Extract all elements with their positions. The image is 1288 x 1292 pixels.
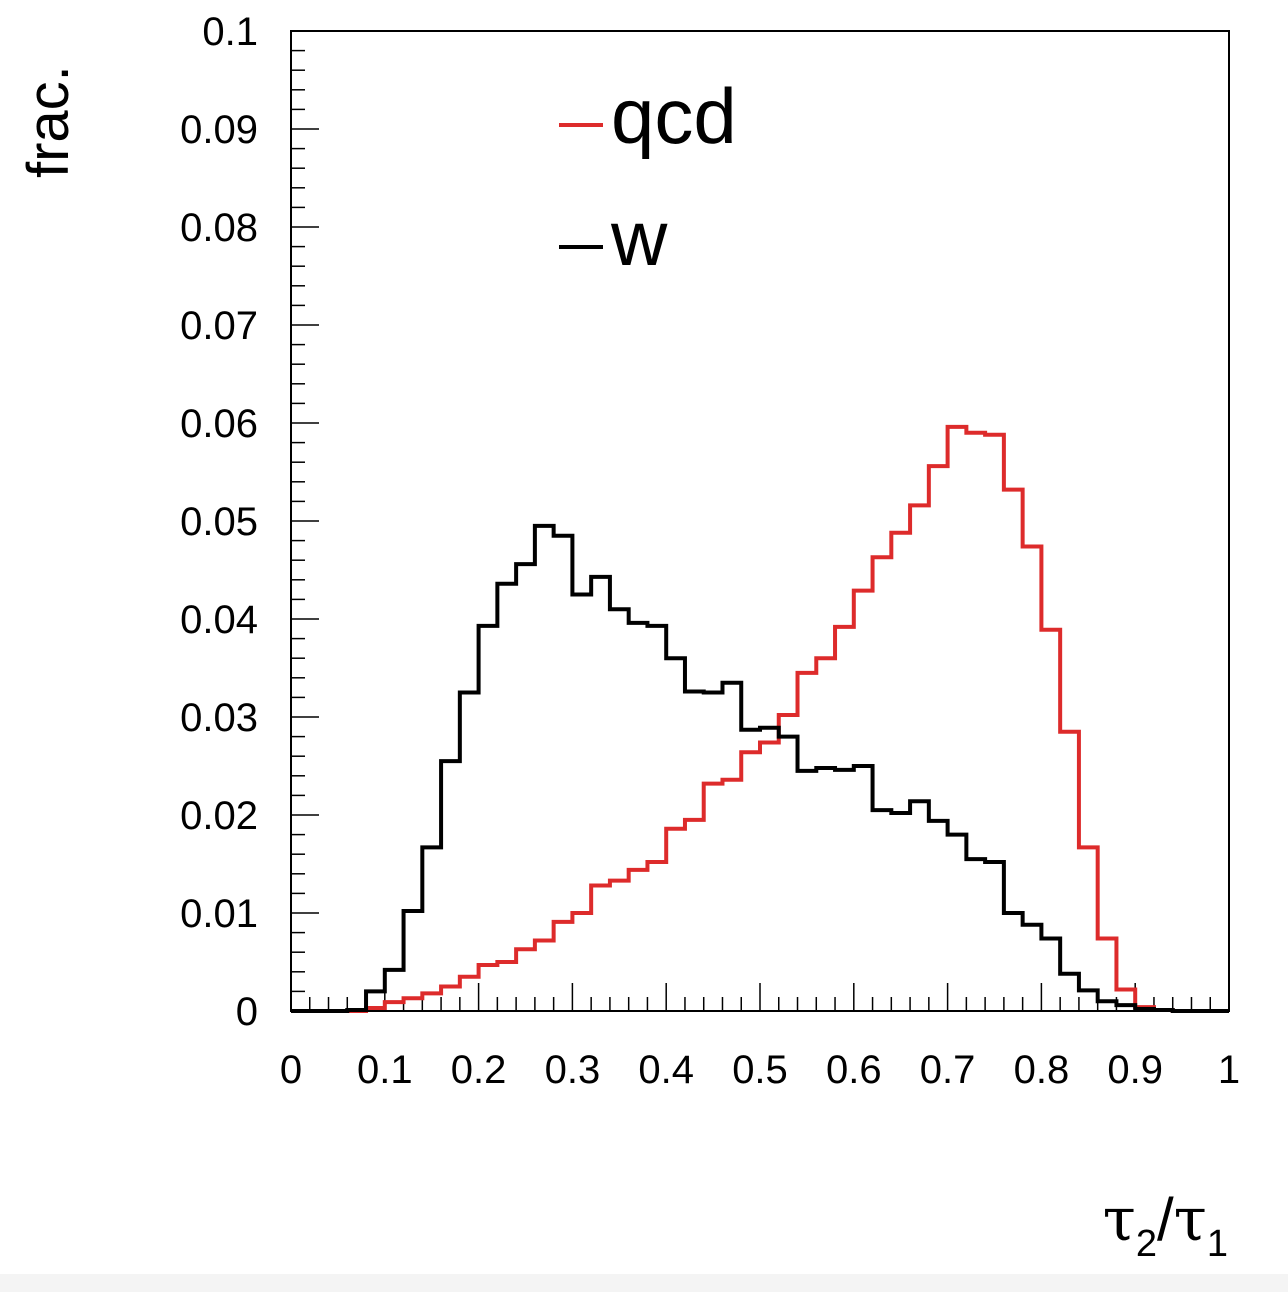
y-tick-label: 0.1 [202,10,258,54]
legend-label-w: w [610,194,668,282]
x-axis-label-base2: τ [1174,1185,1207,1255]
x-tick-label: 0 [280,1048,302,1092]
x-tick-label: 0.7 [920,1048,976,1092]
x-tick-label: 1 [1218,1048,1240,1092]
series-line-w [291,523,1229,1013]
x-axis-label: τ2/τ1 [1103,1185,1228,1265]
y-tick-label: 0.02 [180,794,258,838]
x-tick-label: 0.3 [545,1048,601,1092]
y-tick-labels: 0 0.01 0.02 0.03 0.04 0.05 0.06 0.07 0.08 0.09 0.1 [180,10,258,1034]
y-tick-label: 0.01 [180,892,258,936]
y-tick-label: 0 [236,990,258,1034]
x-axis-label-sep: / [1157,1186,1174,1253]
y-tick-label: 0.08 [180,206,258,250]
y-tick-label: 0.03 [180,696,258,740]
axis-ticks [290,30,1230,1012]
x-tick-label: 0.2 [451,1048,507,1092]
y-tick-label: 0.07 [180,304,258,348]
bottom-band [0,1274,1288,1292]
x-tick-label: 0.8 [1014,1048,1070,1092]
x-tick-label: 0.5 [732,1048,788,1092]
series-layer [291,424,1229,1013]
x-axis-label-sub2: 1 [1207,1223,1228,1265]
y-axis-label: frac. [16,65,81,178]
plot-frame [290,30,1230,1012]
x-axis-label-sub1: 2 [1136,1223,1157,1265]
y-tick-label: 0.06 [180,402,258,446]
x-tick-label: 0.6 [826,1048,882,1092]
legend: qcd w [559,72,737,282]
series-line-qcd [291,424,1229,1013]
y-tick-label: 0.04 [180,598,258,642]
y-tick-label: 0.09 [180,108,258,152]
x-tick-label: 0.4 [638,1048,694,1092]
x-tick-label: 0.9 [1107,1048,1163,1092]
x-tick-labels: 0 0.1 0.2 0.3 0.4 0.5 0.6 0.7 0.8 0.9 1 [280,1048,1240,1092]
y-tick-label: 0.05 [180,500,258,544]
x-axis-label-base: τ [1103,1185,1136,1255]
x-tick-label: 0.1 [357,1048,413,1092]
legend-label-qcd: qcd [611,72,737,160]
